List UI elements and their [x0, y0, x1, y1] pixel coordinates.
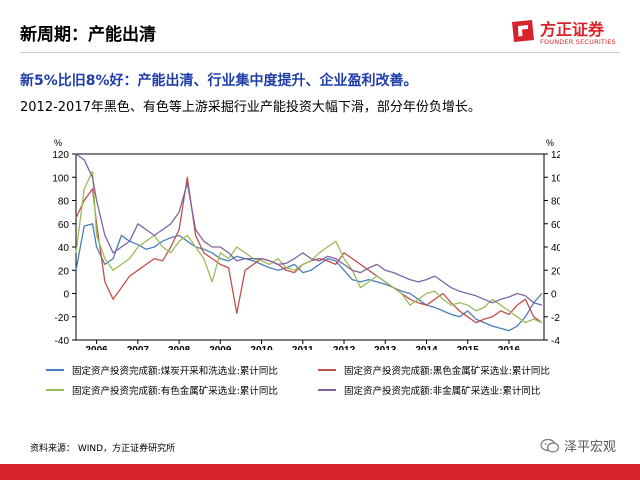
legend-swatch	[46, 369, 64, 371]
bottom-accent-bar	[0, 464, 640, 480]
y-tick-label-right: 120	[551, 150, 560, 161]
y-tick-label-left: -40	[55, 336, 70, 347]
legend-label: 固定资产投资完成额:非金属矿采选业:累计同比	[344, 386, 541, 397]
wechat-icon	[540, 438, 560, 453]
line-chart: -40 -40 -20 -20 0 0 20 20 40 40 60 60 80 80 100 100 120 1…	[52, 138, 560, 350]
y-tick-label-left: 120	[52, 150, 69, 161]
x-tick-label: 2010	[250, 345, 273, 350]
x-tick-label: 2006	[85, 345, 108, 350]
y-unit-left: %	[54, 138, 62, 148]
y-tick-label-left: 80	[58, 197, 70, 208]
legend-label: 固定资产投资完成额:有色金属矿采选业:累计同比	[72, 386, 278, 397]
y-tick-label-left: -20	[55, 313, 70, 324]
source-note: 资料来源： WIND，方正证券研究所	[30, 444, 176, 454]
legend-item: 固定资产投资完成额:有色金属矿采选业:累计同比	[46, 383, 278, 397]
logo-name: 方正证券	[540, 20, 605, 39]
series-line-4	[75, 153, 543, 306]
y-tick-label-right: 40	[551, 243, 560, 254]
legend-label: 固定资产投资完成额:黑色金属矿采选业:累计同比	[344, 366, 550, 377]
legend-label: 固定资产投资完成额:煤炭开采和洗选业:累计同比	[72, 366, 278, 377]
x-tick-label: 2015	[457, 345, 480, 350]
watermark: 泽平宏观	[540, 436, 616, 455]
x-tick-label: 2009	[209, 345, 232, 350]
y-tick-label-right: 0	[551, 290, 557, 301]
y-tick-label-right: 100	[551, 173, 560, 184]
y-unit-right: %	[546, 138, 554, 148]
y-tick-label-left: 100	[52, 173, 69, 184]
title-divider	[20, 52, 620, 53]
y-tick-label-left: 20	[58, 266, 70, 277]
y-tick-label-right: 60	[551, 220, 560, 231]
legend-swatch	[46, 389, 64, 391]
founder-logo-icon	[512, 20, 534, 42]
legend-item: 固定资产投资完成额:非金属矿采选业:累计同比	[318, 383, 540, 397]
brand-logo: 方正证券 FOUNDER SECURITIES	[510, 14, 630, 54]
legend-item: 固定资产投资完成额:煤炭开采和洗选业:累计同比	[46, 363, 278, 377]
y-tick-label-left: 60	[58, 220, 70, 231]
x-tick-label: 2007	[127, 345, 150, 350]
y-tick-label-right: -40	[551, 336, 560, 347]
x-tick-label: 2016	[498, 345, 521, 350]
x-tick-label: 2011	[292, 345, 314, 350]
plot-area	[75, 153, 545, 341]
slide-title: 新周期：产能出清	[20, 25, 156, 45]
headline: 新5%比旧8%好：产能出清、行业集中度提升、企业盈利改善。	[20, 73, 418, 89]
x-tick-label: 2012	[333, 345, 356, 350]
subline: 2012-2017年黑色、有色等上游采掘行业产能投资大幅下滑，部分年份负增长。	[20, 100, 481, 115]
watermark-text: 泽平宏观	[564, 440, 617, 455]
y-tick-label-right: 20	[551, 266, 560, 277]
legend-item: 固定资产投资完成额:黑色金属矿采选业:累计同比	[318, 363, 550, 377]
legend-swatch	[318, 389, 336, 391]
legend-swatch	[318, 369, 336, 371]
series-line-3	[75, 170, 543, 324]
x-tick-label: 2013	[374, 345, 397, 350]
y-tick-label-left: 40	[58, 243, 70, 254]
y-tick-label-right: 80	[551, 197, 560, 208]
x-tick-label: 2008	[168, 345, 191, 350]
x-tick-label: 2014	[415, 345, 438, 350]
y-tick-label-right: -20	[551, 313, 560, 324]
logo-subtitle: FOUNDER SECURITIES	[540, 38, 616, 46]
y-tick-label-left: 0	[63, 290, 69, 301]
